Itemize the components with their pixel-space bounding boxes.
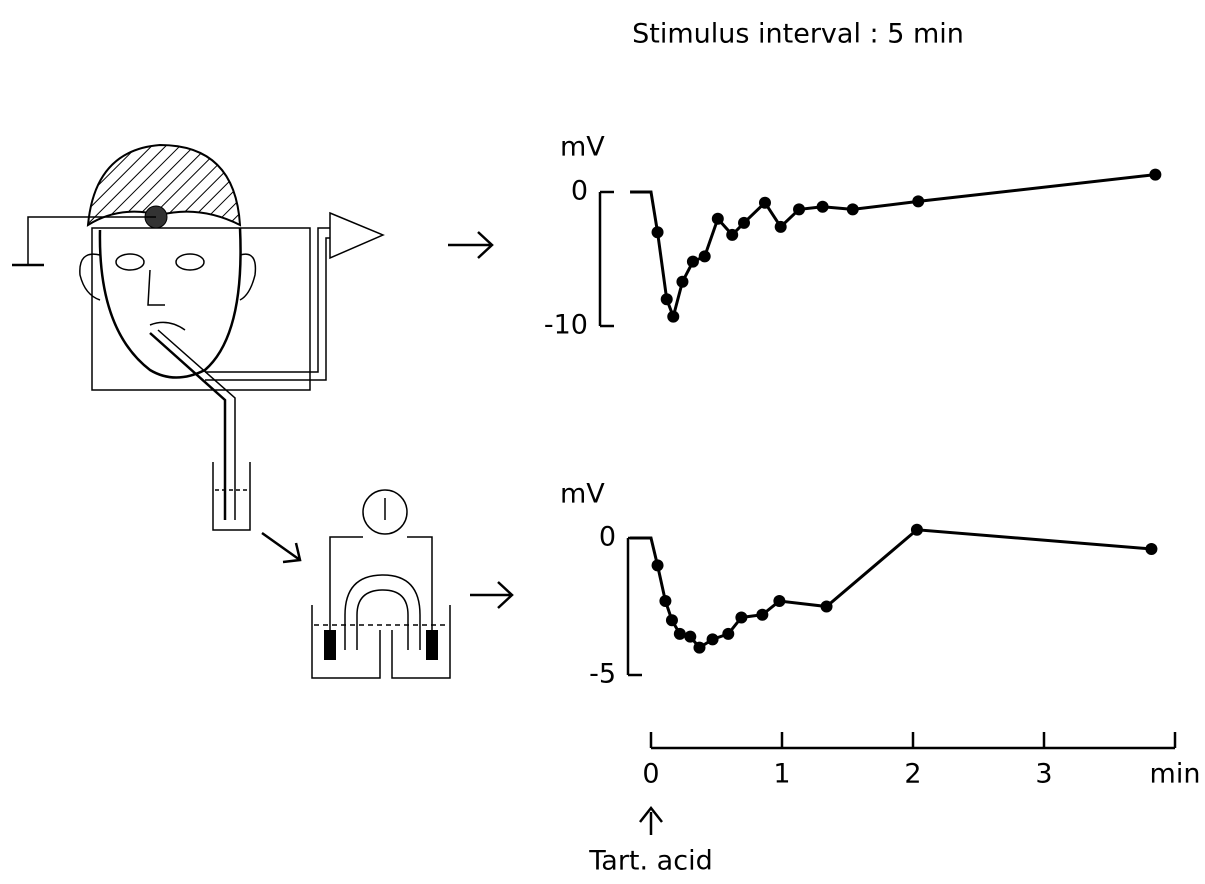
data-point <box>847 203 859 215</box>
x-tick-label: 1 <box>773 759 790 790</box>
data-point <box>912 195 924 207</box>
y-tick-label: -10 <box>544 310 588 341</box>
data-point <box>726 229 738 241</box>
data-point <box>821 601 833 613</box>
data-point <box>661 293 673 305</box>
data-line <box>630 175 1155 317</box>
data-point <box>775 221 787 233</box>
data-point <box>674 628 686 640</box>
data-point <box>684 631 696 643</box>
data-point <box>735 611 747 623</box>
data-point <box>699 250 711 262</box>
data-point <box>659 595 671 607</box>
data-point <box>712 213 724 225</box>
data-point <box>793 203 805 215</box>
y-tick-label: 0 <box>571 176 588 207</box>
data-point <box>722 628 734 640</box>
data-point <box>667 311 679 323</box>
data-point <box>817 201 829 213</box>
data-point <box>738 217 750 229</box>
y-tick-label: 0 <box>599 522 616 553</box>
figure: Stimulus interval : 5 min Tart. acid mV 0… <box>0 0 1205 884</box>
data-point <box>652 226 664 238</box>
data-point <box>911 524 923 536</box>
data-point <box>687 256 699 268</box>
data-point <box>676 276 688 288</box>
x-tick-label: 2 <box>904 759 921 790</box>
data-point <box>1145 543 1157 555</box>
y-axis-label: mV <box>560 132 605 163</box>
y-axis-label: mV <box>560 479 605 510</box>
x-tick-label: min <box>1150 759 1201 790</box>
x-tick-label: 0 <box>642 759 659 790</box>
annotation: Tart. acid <box>588 846 712 877</box>
y-tick-label: -5 <box>589 659 616 690</box>
data-point <box>756 609 768 621</box>
data-point <box>759 197 771 209</box>
data-point <box>652 559 664 571</box>
data-point <box>666 614 678 626</box>
x-tick-label: 3 <box>1035 759 1052 790</box>
data-point <box>707 633 719 645</box>
data-point <box>693 642 705 654</box>
data-line <box>630 530 1151 648</box>
data-point <box>773 595 785 607</box>
chart-title: Stimulus interval : 5 min <box>632 19 964 50</box>
data-point <box>1149 169 1161 181</box>
